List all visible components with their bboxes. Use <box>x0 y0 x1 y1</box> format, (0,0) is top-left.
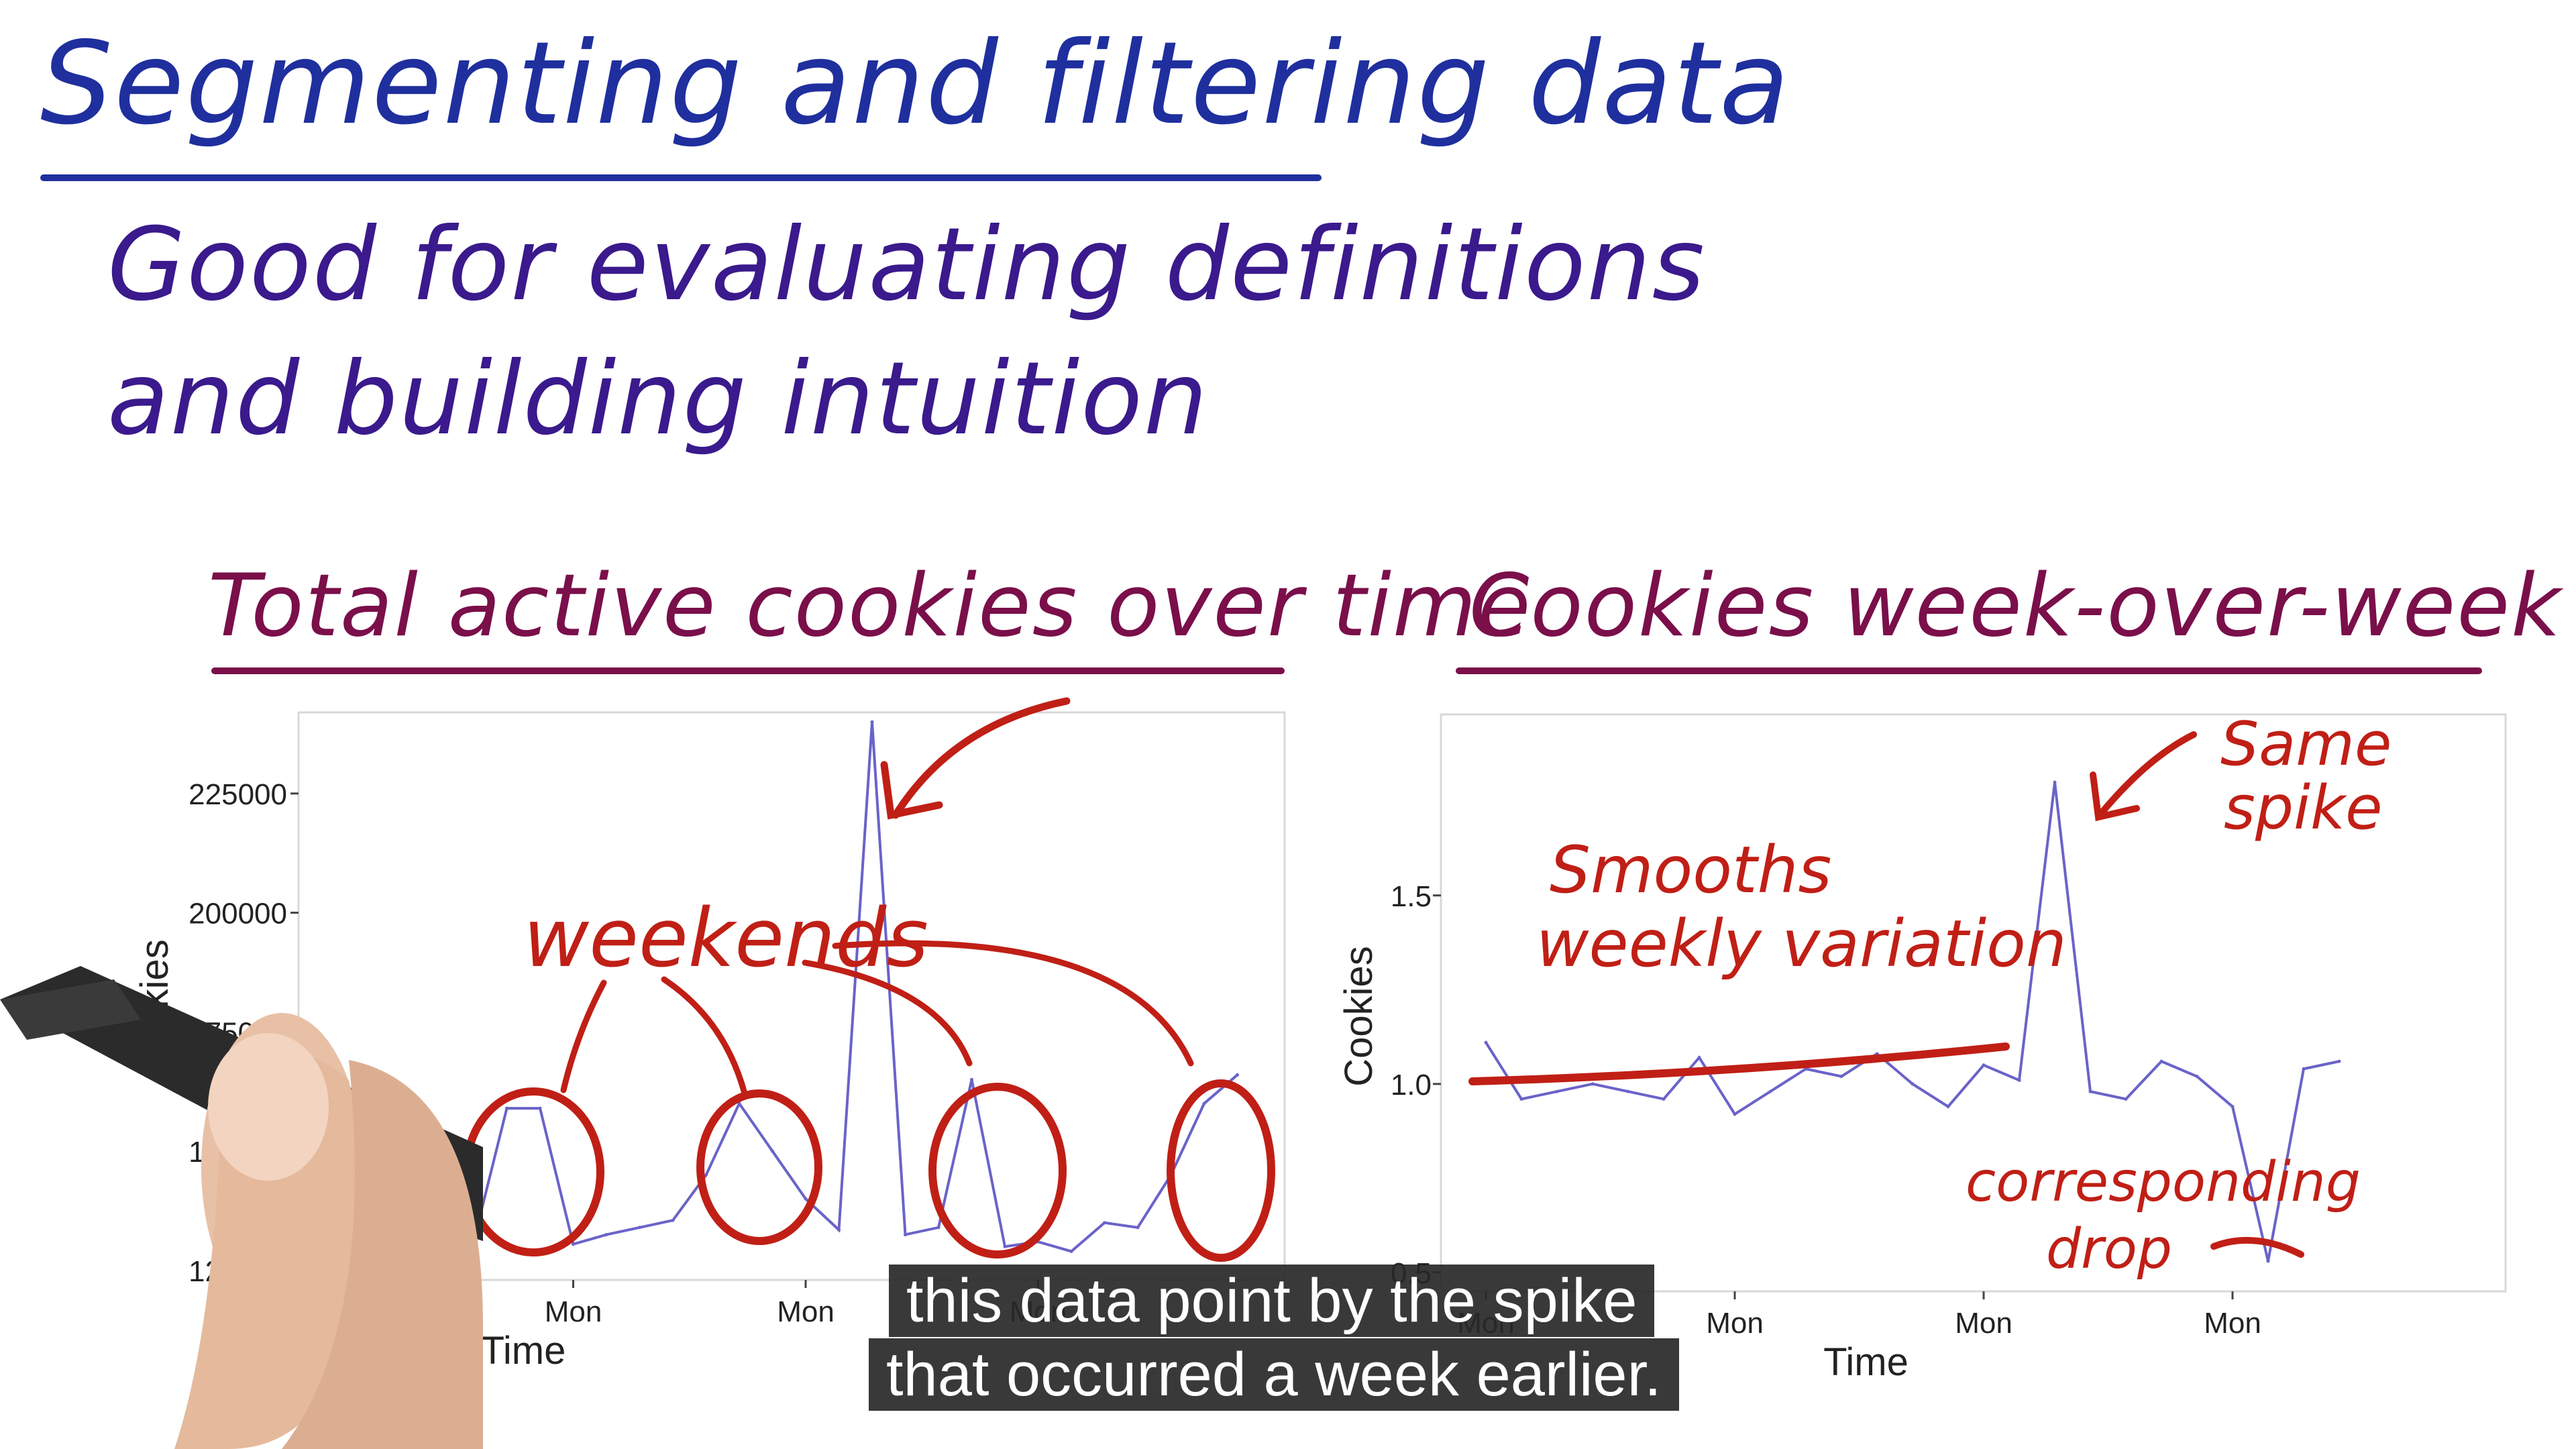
slide-title-underline <box>40 174 1322 181</box>
weekends-annotation-text: weekends <box>523 892 928 985</box>
hand-with-pen-image <box>0 966 483 1449</box>
spike-annotation-text: spike <box>2224 773 2383 843</box>
data-point <box>1697 1056 1701 1060</box>
data-point <box>2017 1078 2021 1082</box>
data-point <box>904 1232 907 1236</box>
subtitle-line-2: and building intuition <box>107 341 1209 458</box>
data-point <box>1103 1221 1106 1225</box>
data-point <box>1911 1082 1915 1086</box>
data-point <box>1839 1075 1843 1079</box>
data-point <box>870 720 874 724</box>
spike-arrow-annotation <box>892 697 1071 819</box>
corresponding-annotation-text: corresponding <box>1966 1150 2361 1214</box>
x-tick-label: Mon <box>777 1295 835 1328</box>
y-axis-title: Cookies <box>1337 946 1381 1087</box>
smoothing-line-annotation <box>1468 1042 2010 1085</box>
data-point <box>1626 1089 1630 1093</box>
series-line <box>339 722 1238 1256</box>
weekends-pointer-annotation <box>560 979 607 1093</box>
data-point <box>704 1173 708 1177</box>
data-point <box>538 1106 542 1110</box>
plot-panel-frame <box>297 711 1286 1281</box>
left-chart-title-underline <box>211 667 1285 674</box>
data-point <box>1768 1089 1772 1093</box>
y-tick-label: 1.0 <box>1391 1069 1432 1102</box>
y-tick-label: 1.5 <box>1391 880 1432 913</box>
x-tick-label: Mon <box>1955 1307 2012 1340</box>
spike-arrowhead-annotation <box>880 761 943 820</box>
data-point <box>2266 1259 2270 1263</box>
x-tick-label: Mon <box>1706 1307 1764 1340</box>
x-axis-title: Time <box>481 1329 566 1373</box>
data-point <box>1982 1063 1986 1067</box>
weekly-variation-annotation-text: weekly variation <box>1536 906 2067 981</box>
subtitle-line-1: Good for evaluating definitions <box>107 207 1706 323</box>
right-chart-title: Cookies week-over-week <box>1469 556 2563 656</box>
x-tick-label: Mon <box>2204 1307 2261 1340</box>
weekend-circle-annotation <box>696 1089 822 1245</box>
left-chart-title: Total active cookies over time <box>208 556 1532 656</box>
data-point <box>804 1197 808 1201</box>
data-point <box>1003 1244 1007 1248</box>
plot-panel-frame <box>1440 713 2507 1293</box>
weekend-circle-annotation <box>462 1087 604 1256</box>
data-point <box>505 1106 508 1110</box>
weekends-pointer-annotation <box>832 940 1194 1067</box>
data-point <box>2053 780 2057 784</box>
data-point <box>1555 1089 1559 1093</box>
data-point <box>1946 1105 1950 1109</box>
same-spike-arrow-annotation <box>2096 731 2197 818</box>
weekend-circle-annotation <box>1167 1079 1275 1262</box>
data-point <box>970 1077 973 1081</box>
data-point <box>2195 1075 2199 1079</box>
data-point <box>1236 1073 1239 1077</box>
y-tick-label: 225000 <box>189 778 287 811</box>
smooths-annotation-text: Smooths <box>1550 833 1831 908</box>
x-axis-title: Time <box>1823 1340 1909 1384</box>
weekends-pointer-annotation <box>661 976 748 1097</box>
data-point <box>572 1242 575 1246</box>
x-tick-label: Mon <box>545 1295 602 1328</box>
data-point <box>2337 1059 2341 1063</box>
data-point <box>2302 1067 2306 1071</box>
data-point <box>1519 1097 1523 1101</box>
drop-arrow-annotation <box>2210 1236 2304 1258</box>
right-chart-title-underline <box>1456 667 2482 674</box>
data-point <box>1069 1249 1073 1253</box>
data-point <box>1202 1102 1206 1106</box>
data-point <box>2159 1059 2163 1063</box>
data-point <box>1484 1040 1488 1044</box>
y-tick-label: 200000 <box>189 898 287 930</box>
data-point <box>638 1226 641 1230</box>
data-point <box>2231 1105 2235 1109</box>
weekend-circle-annotation <box>928 1083 1067 1258</box>
caption-line-2: that occurred a week earlier. <box>869 1338 1679 1411</box>
data-point <box>1136 1226 1140 1230</box>
data-point <box>771 1149 774 1153</box>
data-point <box>1733 1112 1737 1116</box>
data-point <box>1591 1082 1595 1086</box>
caption-line-1: this data point by the spike <box>889 1265 1655 1337</box>
data-point <box>671 1218 675 1222</box>
data-point <box>604 1232 608 1236</box>
data-point <box>2088 1089 2092 1093</box>
drop-annotation-text: drop <box>2046 1218 2172 1281</box>
same-annotation-text: Same <box>2220 709 2392 780</box>
data-point <box>2124 1097 2128 1101</box>
data-point <box>837 1228 841 1232</box>
data-point <box>1662 1097 1666 1101</box>
data-point <box>936 1226 941 1230</box>
slide-title: Segmenting and filtering data <box>40 17 1791 150</box>
weekends-pointer-annotation <box>802 959 973 1067</box>
same-spike-arrowhead-annotation <box>2090 771 2140 822</box>
